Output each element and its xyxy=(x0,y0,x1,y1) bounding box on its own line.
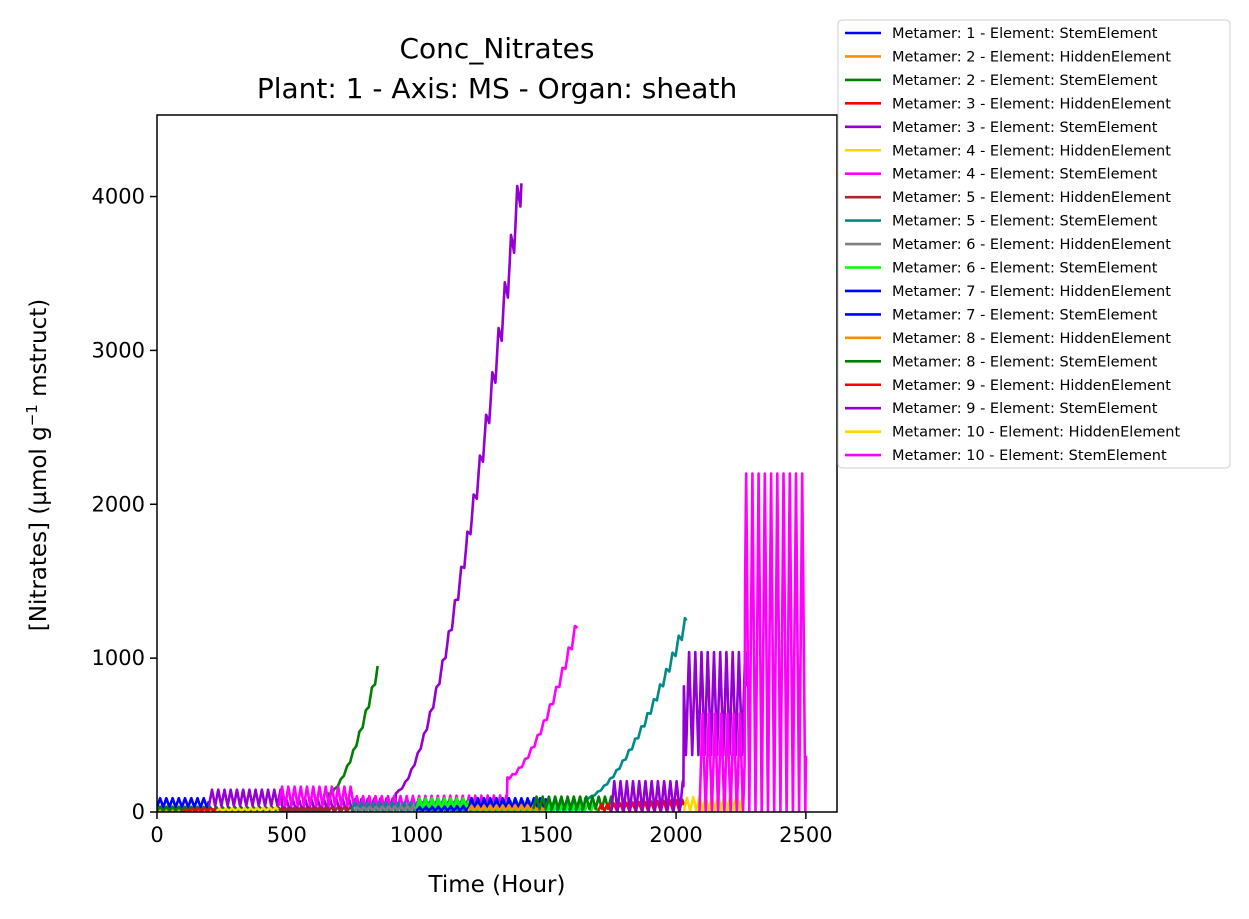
legend-label: Metamer: 2 - Element: HiddenElement xyxy=(892,49,1171,65)
legend-entry: Metamer: 4 - Element: StemElement xyxy=(845,167,1158,183)
legend-entry: Metamer: 8 - Element: StemElement xyxy=(845,354,1158,370)
x-axis-label: Time (Hour) xyxy=(428,872,566,898)
legend-label: Metamer: 4 - Element: StemElement xyxy=(892,167,1158,183)
legend-label: Metamer: 5 - Element: StemElement xyxy=(892,214,1158,230)
legend-label: Metamer: 9 - Element: StemElement xyxy=(892,401,1158,417)
series-line xyxy=(278,805,356,812)
series-layer xyxy=(157,183,808,812)
y-tick-label: 3000 xyxy=(92,338,145,362)
legend-label: Metamer: 7 - Element: HiddenElement xyxy=(892,284,1171,300)
legend-label: Metamer: 4 - Element: HiddenElement xyxy=(892,143,1171,159)
series-line xyxy=(215,806,280,812)
y-tick-label: 1000 xyxy=(92,646,145,670)
legend-label: Metamer: 9 - Element: HiddenElement xyxy=(892,378,1171,394)
chart-subtitle: Plant: 1 - Axis: MS - Organ: sheath xyxy=(257,72,737,105)
y-tick-label: 2000 xyxy=(92,492,145,516)
plot-frame xyxy=(156,114,838,813)
legend-label: Metamer: 7 - Element: StemElement xyxy=(892,307,1158,323)
y-axis-label-tail: mstruct) xyxy=(26,299,52,404)
legend-entry: Metamer: 6 - Element: HiddenElement xyxy=(845,237,1171,253)
legend-label: Metamer: 3 - Element: StemElement xyxy=(892,120,1158,136)
legend-label: Metamer: 2 - Element: StemElement xyxy=(892,73,1158,89)
series-line xyxy=(353,804,418,812)
y-axis-label-superscript: −1 xyxy=(23,404,41,426)
series-line xyxy=(157,796,211,809)
legend-entry: Metamer: 9 - Element: StemElement xyxy=(845,401,1158,417)
series-line xyxy=(609,650,748,812)
legend-entry: Metamer: 1 - Element: StemElement xyxy=(845,26,1158,42)
legend-label: Metamer: 6 - Element: HiddenElement xyxy=(892,237,1171,253)
x-tick-label: 0 xyxy=(150,823,163,847)
legend-label: Metamer: 3 - Element: HiddenElement xyxy=(892,96,1171,112)
y-axis-label-main: [Nitrates] (µmol g xyxy=(26,426,52,631)
y-tick-label: 4000 xyxy=(92,185,145,209)
legend-label: Metamer: 10 - Element: HiddenElement xyxy=(892,425,1180,441)
legend-label: Metamer: 5 - Element: HiddenElement xyxy=(892,190,1171,206)
x-tick-label: 1000 xyxy=(390,823,443,847)
legend-entry: Metamer: 10 - Element: HiddenElement xyxy=(845,425,1180,441)
series-line xyxy=(698,472,808,812)
series-line xyxy=(350,616,688,812)
x-tick-label: 2500 xyxy=(779,823,832,847)
legend-entry: Metamer: 5 - Element: StemElement xyxy=(845,214,1158,230)
x-tick-label: 500 xyxy=(267,823,307,847)
legend-entry: Metamer: 7 - Element: HiddenElement xyxy=(845,284,1171,300)
legend: Metamer: 1 - Element: StemElement Metamer… xyxy=(837,19,1231,469)
series-line xyxy=(467,796,548,811)
y-axis-label: [Nitrates] (µmol g−1 mstruct) xyxy=(23,299,52,631)
y-axis-ticks: 0 1000 2000 3000 4000 xyxy=(92,185,157,824)
series-line xyxy=(182,807,218,812)
x-tick-label: 2000 xyxy=(649,823,702,847)
legend-entry: Metamer: 3 - Element: HiddenElement xyxy=(845,96,1171,112)
legend-entry: Metamer: 10 - Element: StemElement xyxy=(845,448,1167,464)
legend-label: Metamer: 8 - Element: HiddenElement xyxy=(892,331,1171,347)
legend-entry: Metamer: 9 - Element: HiddenElement xyxy=(845,378,1171,394)
legend-entry: Metamer: 5 - Element: HiddenElement xyxy=(845,190,1171,206)
x-tick-label: 1500 xyxy=(520,823,573,847)
legend-entry: Metamer: 7 - Element: StemElement xyxy=(845,307,1158,323)
legend-entry: Metamer: 6 - Element: StemElement xyxy=(845,261,1158,277)
x-axis-ticks: 0 500 1000 1500 2000 2500 xyxy=(150,812,833,847)
series-line xyxy=(532,795,616,811)
legend-entry: Metamer: 4 - Element: HiddenElement xyxy=(845,143,1171,159)
legend-entry: Metamer: 2 - Element: HiddenElement xyxy=(845,49,1171,65)
series-line xyxy=(415,804,470,812)
legend-entry: Metamer: 3 - Element: StemElement xyxy=(845,120,1158,136)
legend-entry: Metamer: 8 - Element: HiddenElement xyxy=(845,331,1171,347)
legend-frame xyxy=(837,19,1231,469)
legend-label: Metamer: 1 - Element: StemElement xyxy=(892,26,1158,42)
chart-title: Conc_Nitrates xyxy=(400,32,595,65)
y-tick-label: 0 xyxy=(132,800,145,824)
legend-label: Metamer: 6 - Element: StemElement xyxy=(892,261,1158,277)
legend-label: Metamer: 8 - Element: StemElement xyxy=(892,354,1158,370)
legend-label: Metamer: 10 - Element: StemElement xyxy=(892,448,1167,464)
legend-entry: Metamer: 2 - Element: StemElement xyxy=(845,73,1158,89)
series-line xyxy=(682,790,745,812)
plot-area xyxy=(156,114,838,813)
